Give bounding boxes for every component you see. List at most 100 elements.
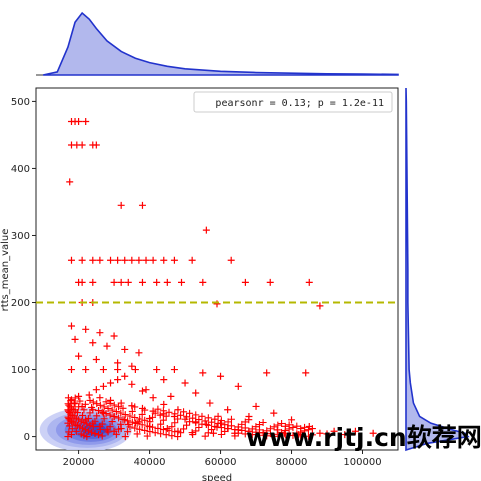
scatter-point-dense-119 bbox=[65, 428, 73, 436]
scatter-point-dense-212 bbox=[131, 424, 139, 432]
scatter-point-26 bbox=[188, 256, 196, 264]
scatter-point-dense-17 bbox=[98, 432, 106, 440]
scatter-point-15 bbox=[89, 256, 97, 264]
scatter-point-dense-43 bbox=[278, 419, 286, 427]
scatter-point-47 bbox=[82, 325, 90, 333]
scatter-point-dense-153 bbox=[177, 429, 185, 437]
scatter-point-dense-117 bbox=[98, 420, 106, 428]
scatter-point-dense-18 bbox=[192, 411, 200, 419]
scatter-point-64 bbox=[114, 366, 122, 374]
scatter-point-dense-203 bbox=[71, 420, 79, 428]
scatter-point-dense-9 bbox=[106, 399, 114, 407]
scatter-point-dense-88 bbox=[162, 412, 170, 420]
scatter-point-dense-145 bbox=[189, 431, 197, 439]
scatter-point-140 bbox=[121, 372, 129, 380]
scatter-point-dense-130 bbox=[70, 400, 78, 408]
scatter-point-dense-217 bbox=[98, 408, 106, 416]
scatter-point-dense-55 bbox=[110, 413, 118, 421]
watermark: www.rjtj.cn软荐网 bbox=[246, 423, 481, 452]
scatter-point-dense-112 bbox=[131, 403, 139, 411]
scatter-point-dense-152 bbox=[89, 423, 97, 431]
scatter-point-dense-215 bbox=[159, 407, 167, 415]
scatter-point-dense-91 bbox=[195, 423, 203, 431]
scatter-point-dense-126 bbox=[180, 425, 188, 433]
scatter-point-dense-186 bbox=[245, 427, 253, 435]
scatter-point-35 bbox=[153, 278, 161, 286]
marginal-x-kde bbox=[42, 11, 399, 76]
scatter-point-36 bbox=[163, 278, 171, 286]
scatter-point-85 bbox=[330, 427, 338, 435]
scatter-point-dense-114 bbox=[80, 406, 88, 414]
scatter-point-dense-109 bbox=[106, 423, 114, 431]
scatter-point-dense-218 bbox=[192, 419, 200, 427]
scatter-point-dense-48 bbox=[224, 425, 232, 433]
scatter-point-dense-175 bbox=[221, 421, 229, 429]
scatter-point-dense-63 bbox=[102, 410, 110, 418]
scatter-point-dense-146 bbox=[64, 394, 72, 402]
y-ticks: 0 100 200 300 400 500 bbox=[11, 97, 36, 443]
scatter-point-dense-132 bbox=[252, 423, 260, 431]
scatter-point-70 bbox=[160, 376, 168, 384]
scatter-point-137 bbox=[99, 382, 107, 390]
scatter-point-dense-118 bbox=[192, 427, 200, 435]
scatter-point-dense-163 bbox=[102, 398, 110, 406]
scatter-point-dense-147 bbox=[119, 404, 127, 412]
scatter-point-124 bbox=[323, 430, 331, 438]
scatter-point-dense-39 bbox=[128, 418, 136, 426]
scatter-point-dense-143 bbox=[278, 428, 286, 436]
scatter-point-dense-61 bbox=[165, 408, 173, 416]
scatter-point-dense-123 bbox=[149, 413, 157, 421]
scatter-point-dense-168 bbox=[77, 417, 85, 425]
scatter-point-dense-7 bbox=[171, 428, 179, 436]
scatter-point-dense-188 bbox=[162, 431, 170, 439]
scatter-point-79 bbox=[270, 409, 278, 417]
scatter-point-51 bbox=[89, 339, 97, 347]
scatter-point-69 bbox=[217, 372, 225, 380]
scatter-point-dense-200 bbox=[64, 406, 72, 414]
scatter-point-dense-177 bbox=[143, 422, 151, 430]
y-tick-label-1: 100 bbox=[11, 365, 30, 376]
scatter-point-dense-155 bbox=[110, 401, 118, 409]
scatter-point-dense-110 bbox=[204, 429, 212, 437]
scatter-point-37 bbox=[178, 278, 186, 286]
scatter-point-107 bbox=[96, 394, 104, 402]
marginal-y-panel bbox=[405, 87, 470, 452]
scatter-point-dense-216 bbox=[281, 422, 289, 430]
scatter-point-dense-107 bbox=[171, 419, 179, 427]
scatter-point-65 bbox=[131, 366, 139, 374]
scatter-point-dense-158 bbox=[136, 415, 144, 423]
scatter-point-54 bbox=[135, 349, 143, 357]
scatter-point-88 bbox=[316, 429, 324, 437]
scatter-point-50 bbox=[71, 335, 79, 343]
scatter-point-dense-36 bbox=[104, 404, 112, 412]
x-axis-label: speed bbox=[202, 473, 232, 481]
scatter-point-dense-207 bbox=[171, 410, 179, 418]
scatter-point-dense-106 bbox=[86, 409, 94, 417]
scatter-point-34 bbox=[138, 278, 146, 286]
scatter-point-dense-195 bbox=[76, 423, 84, 431]
scatter-point-dense-187 bbox=[81, 426, 89, 434]
scatter-point-dense-213 bbox=[241, 430, 249, 438]
scatter-point-58 bbox=[128, 362, 136, 370]
scatter-point-dense-136 bbox=[104, 428, 112, 436]
scatter-point-dense-219 bbox=[65, 415, 73, 423]
scatter-point-52 bbox=[103, 342, 111, 350]
scatter-point-dense-160 bbox=[83, 420, 91, 428]
y-tick-label-5: 500 bbox=[11, 97, 30, 108]
scatter-point-dense-125 bbox=[91, 417, 99, 425]
scatter-point-136 bbox=[92, 386, 100, 394]
scatter-point-dense-189 bbox=[285, 421, 293, 429]
scatter-point-125 bbox=[341, 431, 349, 439]
scatter-point-dense-6 bbox=[86, 421, 94, 429]
watermark-text: www.rjtj.cn软荐网 bbox=[246, 423, 481, 452]
scatter-point-17 bbox=[107, 256, 115, 264]
scatter-point-dense-96 bbox=[151, 409, 159, 417]
scatter-point-dense-66 bbox=[126, 423, 134, 431]
scatter-point-56 bbox=[92, 356, 100, 363]
scatter-point-dense-101 bbox=[115, 425, 123, 433]
scatter-point-dense-172 bbox=[186, 409, 194, 417]
scatter-point-dense-20 bbox=[121, 411, 129, 419]
scatter-point-dense-90 bbox=[100, 415, 108, 423]
scatter-point-dense-42 bbox=[157, 430, 165, 438]
scatter-point-dense-179 bbox=[88, 428, 96, 436]
